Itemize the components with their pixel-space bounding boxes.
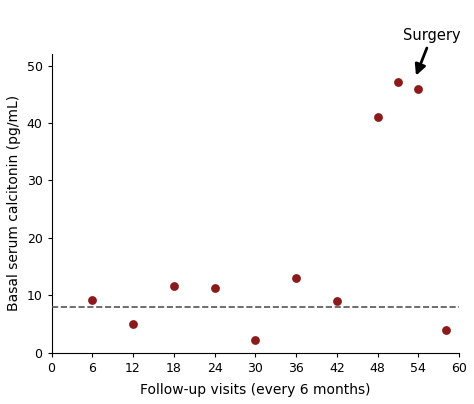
Text: Surgery: Surgery xyxy=(403,27,461,73)
Point xyxy=(252,337,259,343)
Point xyxy=(374,114,382,120)
Point xyxy=(170,282,178,289)
Point xyxy=(89,297,96,303)
Point xyxy=(292,275,300,281)
Point xyxy=(129,321,137,327)
Y-axis label: Basal serum calcitonin (pg/mL): Basal serum calcitonin (pg/mL) xyxy=(7,95,21,311)
X-axis label: Follow-up visits (every 6 months): Follow-up visits (every 6 months) xyxy=(140,383,371,397)
Point xyxy=(415,85,422,92)
Point xyxy=(442,326,449,333)
Point xyxy=(394,78,402,85)
Point xyxy=(333,298,341,304)
Point xyxy=(211,285,219,292)
